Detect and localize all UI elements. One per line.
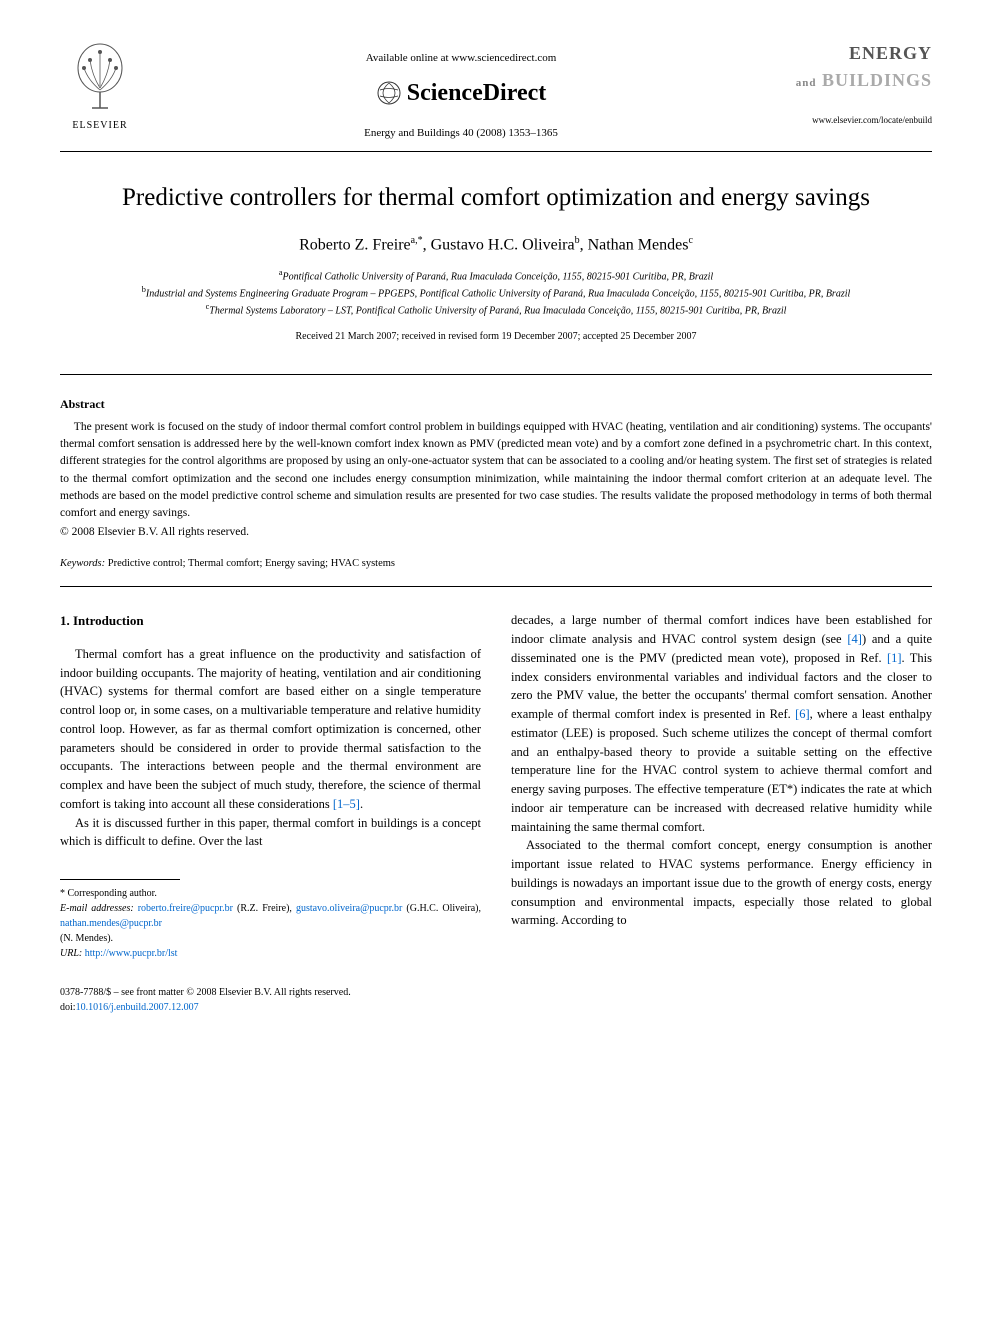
email-link-3[interactable]: nathan.mendes@pucpr.br: [60, 918, 162, 929]
email-1-who: (R.Z. Freire),: [233, 903, 296, 914]
journal-url: www.elsevier.com/locate/enbuild: [782, 114, 932, 128]
author-2: Gustavo H.C. Oliveira: [431, 236, 575, 253]
url-link[interactable]: http://www.pucpr.br/lst: [85, 948, 178, 959]
url-label: URL:: [60, 948, 82, 959]
journal-logo: ENERGY and BUILDINGS www.elsevier.com/lo…: [782, 40, 932, 128]
issn-line: 0378-7788/$ – see front matter © 2008 El…: [60, 985, 481, 1000]
ref-link-1[interactable]: [1]: [887, 651, 902, 665]
email-link-1[interactable]: roberto.freire@pucpr.br: [138, 903, 233, 914]
footnotes: * Corresponding author. E-mail addresses…: [60, 886, 481, 961]
email-label: E-mail addresses:: [60, 903, 134, 914]
author-1: Roberto Z. Freire: [299, 236, 411, 253]
footer: 0378-7788/$ – see front matter © 2008 El…: [60, 985, 481, 1015]
ref-link-4[interactable]: [4]: [847, 632, 862, 646]
center-header: Available online at www.sciencedirect.co…: [140, 40, 782, 141]
email-3-who: (N. Mendes).: [60, 933, 113, 944]
article-title: Predictive controllers for thermal comfo…: [100, 182, 892, 215]
abstract-top-divider: [60, 374, 932, 375]
abstract-text: The present work is focused on the study…: [60, 419, 932, 523]
col1-p1-text: Thermal comfort has a great influence on…: [60, 647, 481, 811]
journal-reference: Energy and Buildings 40 (2008) 1353–1365: [140, 125, 782, 142]
sciencedirect-icon: [376, 80, 402, 106]
keywords: Keywords: Predictive control; Thermal co…: [60, 556, 932, 572]
body-columns: 1. Introduction Thermal comfort has a gr…: [60, 611, 932, 1015]
right-column: decades, a large number of thermal comfo…: [511, 611, 932, 1015]
affiliations: aPontifical Catholic University of Paran…: [60, 267, 932, 319]
abstract-copyright: © 2008 Elsevier B.V. All rights reserved…: [60, 524, 932, 541]
elsevier-tree-icon: [70, 40, 130, 110]
authors: Roberto Z. Freirea,*, Gustavo H.C. Olive…: [60, 233, 932, 257]
col2-para-2: Associated to the thermal comfort concep…: [511, 836, 932, 930]
keywords-text: Predictive control; Thermal comfort; Ene…: [105, 558, 395, 569]
ref-link-6[interactable]: [6]: [795, 707, 810, 721]
email-addresses: E-mail addresses: roberto.freire@pucpr.b…: [60, 901, 481, 946]
col2-p1d: , where a least enthalpy estimator (LEE)…: [511, 707, 932, 834]
email-2-who: (G.H.C. Oliveira),: [402, 903, 481, 914]
left-column: 1. Introduction Thermal comfort has a gr…: [60, 611, 481, 1015]
author-1-sup: a,*: [411, 235, 423, 246]
header-divider: [60, 151, 932, 152]
elsevier-label: ELSEVIER: [60, 118, 140, 133]
available-online-text: Available online at www.sciencedirect.co…: [140, 50, 782, 67]
journal-name-energy: ENERGY: [849, 43, 932, 63]
footnote-divider: [60, 879, 180, 880]
header-row: ELSEVIER Available online at www.science…: [60, 40, 932, 141]
url-line: URL: http://www.pucpr.br/lst: [60, 946, 481, 961]
elsevier-logo: ELSEVIER: [60, 40, 140, 133]
author-3: Nathan Mendes: [588, 236, 689, 253]
doi-label: doi:: [60, 1002, 76, 1013]
ref-link-1-5[interactable]: [1–5]: [333, 797, 360, 811]
corresponding-author: * Corresponding author.: [60, 886, 481, 901]
journal-name-and: and: [796, 77, 817, 89]
sciencedirect-logo: ScienceDirect: [140, 75, 782, 111]
journal-name-buildings: BUILDINGS: [822, 70, 932, 90]
affil-a: Pontifical Catholic University of Paraná…: [283, 271, 714, 282]
sciencedirect-text: ScienceDirect: [407, 75, 547, 111]
journal-name: ENERGY and BUILDINGS: [782, 40, 932, 94]
doi-line: doi:10.1016/j.enbuild.2007.12.007: [60, 1000, 481, 1015]
author-2-sup: b: [575, 235, 580, 246]
article-dates: Received 21 March 2007; received in revi…: [60, 329, 932, 344]
doi-link[interactable]: 10.1016/j.enbuild.2007.12.007: [76, 1002, 199, 1013]
affil-c: Thermal Systems Laboratory – LST, Pontif…: [209, 306, 786, 317]
abstract-bottom-divider: [60, 586, 932, 587]
keywords-label: Keywords:: [60, 558, 105, 569]
col2-para-1: decades, a large number of thermal comfo…: [511, 611, 932, 836]
col1-para-1: Thermal comfort has a great influence on…: [60, 645, 481, 814]
section-1-heading: 1. Introduction: [60, 611, 481, 631]
email-link-2[interactable]: gustavo.oliveira@pucpr.br: [296, 903, 402, 914]
col1-para-2: As it is discussed further in this paper…: [60, 814, 481, 852]
col1-p1-end: .: [360, 797, 363, 811]
affil-b: Industrial and Systems Engineering Gradu…: [146, 288, 850, 299]
author-3-sup: c: [688, 235, 692, 246]
abstract-heading: Abstract: [60, 395, 932, 413]
